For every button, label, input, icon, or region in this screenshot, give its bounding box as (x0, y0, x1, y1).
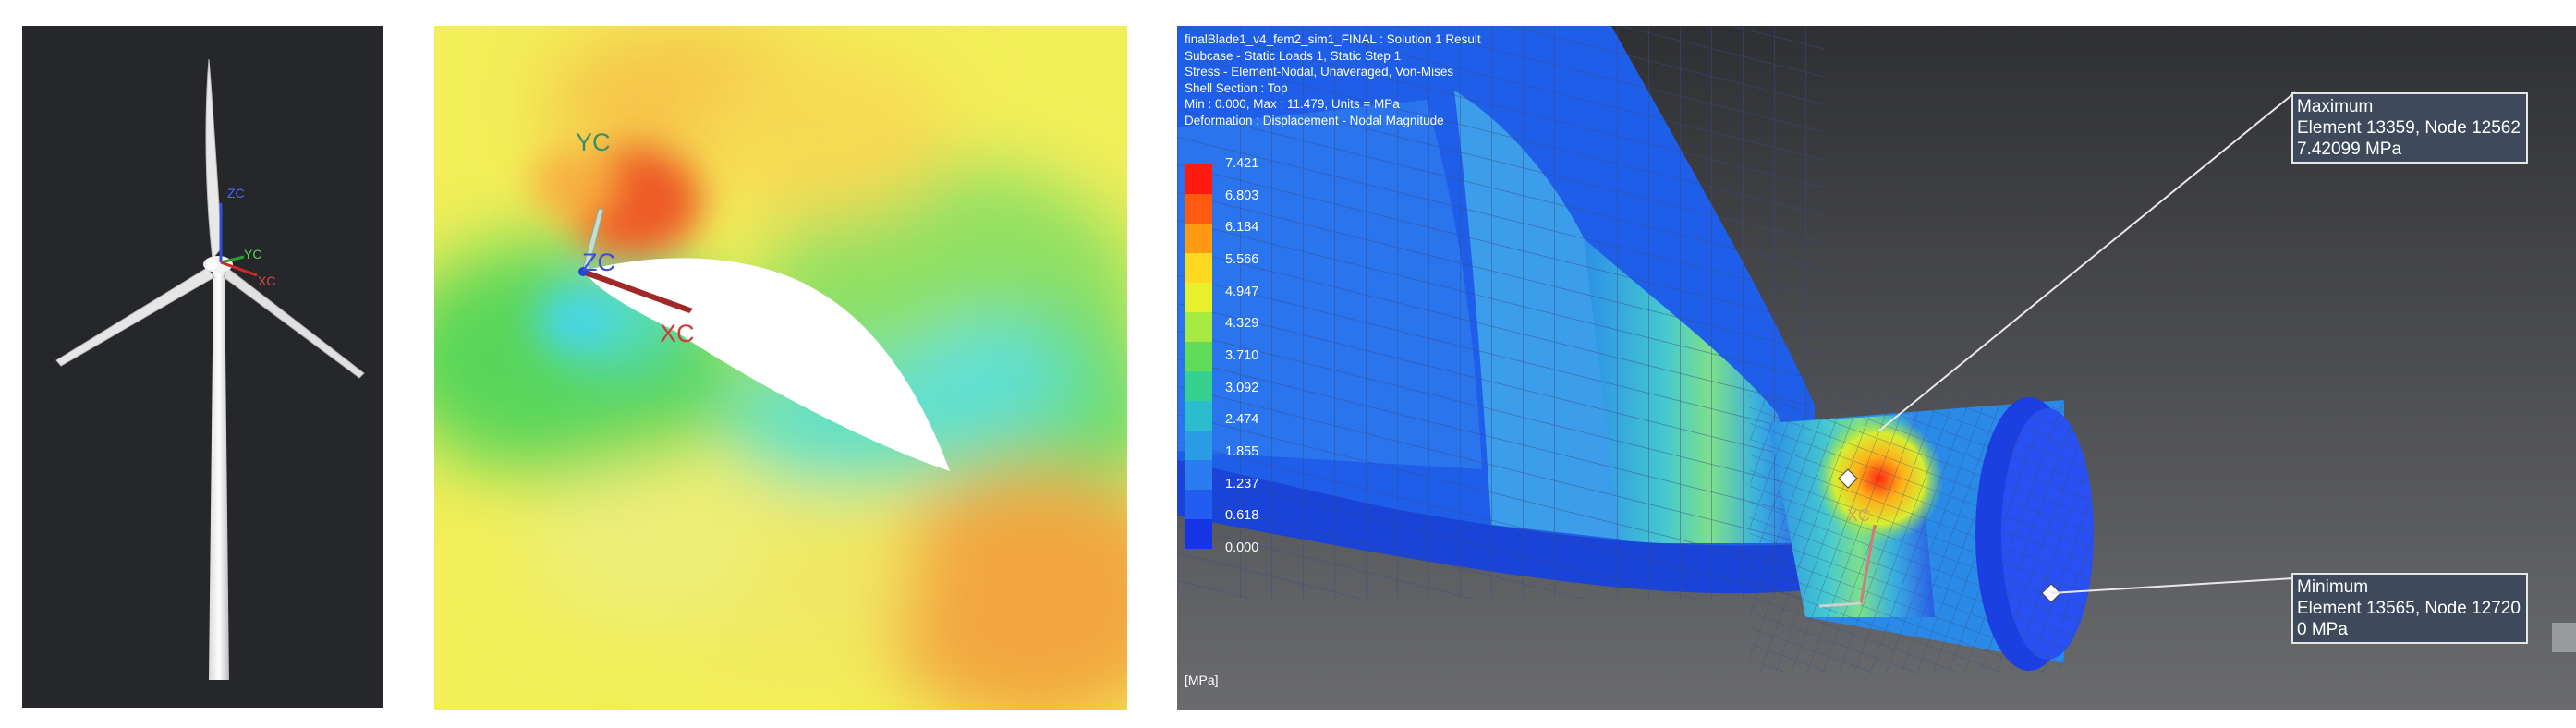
max-leader-line (1878, 91, 2296, 431)
tower (209, 268, 229, 680)
blade-right (223, 267, 365, 379)
max-callout-title: Maximum (2297, 97, 2374, 116)
header-line-subcase: Subcase - Static Loads 1, Static Step 1 (1185, 48, 1402, 63)
legend-tick-label: 1.855 (1225, 444, 1259, 459)
min-callout-value: 0 MPa (2297, 620, 2348, 639)
max-callout-element: Element 13359, Node 12562 (2297, 118, 2521, 138)
legend-tick-label: 0.000 (1225, 540, 1259, 555)
header-line-section: Shell Section : Top (1185, 80, 1288, 95)
x-axis-label: XC (660, 320, 695, 347)
max-callout-value: 7.42099 MPa (2297, 140, 2402, 159)
max-marker (1838, 468, 1858, 489)
legend-band (1185, 253, 1212, 283)
y-axis-line (1818, 601, 1862, 608)
flange-mesh (2001, 408, 2094, 660)
legend-tick-label: 3.710 (1225, 348, 1259, 363)
view-cube-fragment[interactable] (2552, 623, 2576, 652)
x-axis-line (220, 261, 258, 277)
header-line-stress: Stress - Element-Nodal, Unaveraged, Von-… (1185, 65, 1454, 79)
legend-tick-label: 6.184 (1225, 220, 1259, 236)
legend-band (1185, 431, 1212, 460)
x-axis-label: XC (1847, 506, 1870, 525)
legend-unit: [MPa] (1185, 673, 1219, 687)
legend-band (1185, 490, 1212, 519)
hub (206, 259, 217, 270)
min-callout[interactable]: Minimum Element 13565, Node 12720 0 MPa (2291, 573, 2528, 644)
legend-tick-label: 1.237 (1225, 476, 1259, 491)
legend-tick-label: 4.947 (1225, 284, 1259, 299)
header-line-title: finalBlade1_v4_fem2_sim1_FINAL : Solutio… (1185, 32, 1481, 46)
legend-tick-label: 2.474 (1225, 412, 1259, 428)
legend-tick-label: 7.421 (1225, 156, 1259, 171)
min-callout-title: Minimum (2297, 577, 2369, 597)
y-axis-line (220, 255, 245, 264)
legend-tick-label: 5.566 (1225, 252, 1259, 267)
origin-marker (578, 267, 588, 276)
blade-left (55, 267, 215, 367)
mesh-grid (1177, 26, 1824, 599)
legend-tick-label: 3.092 (1225, 380, 1259, 395)
max-callout[interactable]: Maximum Element 13359, Node 12562 7.4209… (2291, 92, 2528, 164)
min-callout-element: Element 13565, Node 12720 (2297, 599, 2521, 618)
y-axis-label: YC (244, 247, 261, 261)
flow-field: YC ZC XC (434, 26, 1127, 710)
result-header: finalBlade1_v4_fem2_sim1_FINAL : Solutio… (1185, 31, 1481, 128)
fea-result-viewport[interactable]: XC finalBlade1_v4_fem2_sim1_FINAL : Solu… (1177, 26, 2576, 710)
legend-band (1185, 312, 1212, 342)
x-axis-label: XC (258, 273, 275, 288)
blade-upper (205, 58, 223, 261)
legend-band (1185, 194, 1212, 224)
header-line-range: Min : 0.000, Max : 11.479, Units = MPa (1185, 97, 1400, 111)
legend-band (1185, 401, 1212, 431)
airfoil-flow-viewport[interactable]: YC ZC XC (434, 26, 1127, 710)
turbine-viewport[interactable]: ZC YC XC (22, 26, 383, 708)
legend-band (1185, 342, 1212, 371)
legend-band (1185, 283, 1212, 312)
legend-band (1185, 519, 1212, 549)
min-leader-line (2050, 577, 2294, 594)
legend-band (1185, 460, 1212, 490)
header-line-deformation: Deformation : Displacement - Nodal Magni… (1185, 113, 1444, 127)
legend-band (1185, 164, 1212, 194)
legend-band (1185, 371, 1212, 401)
y-axis-label: YC (576, 128, 611, 156)
airfoil (584, 258, 950, 471)
x-axis-line (1859, 524, 1877, 604)
z-axis-label: ZC (582, 249, 615, 276)
x-axis-arrow (582, 269, 693, 313)
turbine-model: ZC YC XC (55, 58, 365, 680)
legend-tick-label: 4.329 (1225, 316, 1259, 332)
z-axis-label: ZC (227, 186, 245, 200)
legend-tick-label: 6.803 (1225, 188, 1259, 203)
legend-tick-label: 0.618 (1225, 508, 1259, 524)
legend-band (1185, 224, 1212, 253)
